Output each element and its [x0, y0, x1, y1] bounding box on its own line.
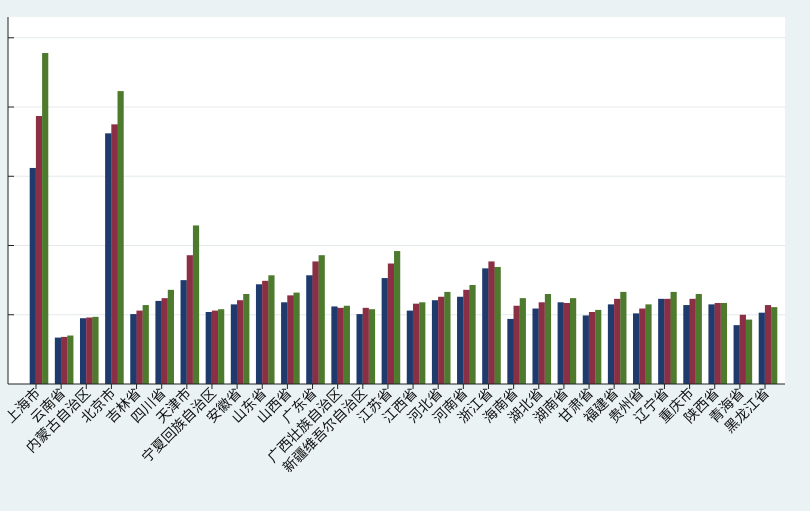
bar [507, 318, 514, 384]
bar [54, 337, 62, 384]
bar [708, 304, 715, 384]
bar [243, 293, 250, 384]
bar [563, 302, 570, 384]
bar [161, 298, 168, 384]
bar [488, 261, 495, 384]
bar [739, 314, 746, 384]
bar [444, 291, 451, 384]
bar [494, 266, 501, 384]
bar [155, 300, 162, 384]
bar [519, 298, 526, 384]
bar [745, 319, 753, 384]
bar [362, 307, 369, 384]
bar [431, 300, 439, 384]
bar [35, 116, 43, 384]
bar [733, 325, 740, 384]
bar [136, 310, 143, 384]
bar [482, 268, 489, 384]
bar [281, 302, 288, 384]
bar [664, 298, 671, 384]
bar [569, 298, 577, 384]
bar [469, 284, 476, 384]
bar [356, 314, 363, 384]
bar [532, 308, 539, 384]
bar [633, 313, 640, 384]
bar [42, 53, 49, 385]
bar [105, 133, 112, 384]
bar [538, 302, 545, 384]
bar [343, 305, 350, 384]
bar [689, 298, 696, 384]
bar [167, 289, 174, 384]
bar [337, 307, 344, 384]
bar [438, 296, 445, 384]
bar [61, 336, 68, 384]
bar [588, 311, 596, 384]
bar [130, 314, 137, 384]
bar [255, 284, 263, 384]
bar [111, 124, 118, 384]
bar [237, 300, 244, 384]
bar [293, 292, 300, 384]
bar [268, 275, 275, 384]
bar [463, 289, 470, 384]
bar [142, 305, 149, 384]
bar [218, 309, 225, 384]
bar [406, 310, 413, 384]
bar [695, 293, 702, 384]
bar [714, 302, 721, 384]
bar [720, 302, 728, 384]
bar [287, 295, 294, 384]
bar [614, 298, 621, 384]
bars [29, 53, 778, 385]
bar [230, 304, 238, 384]
bar [92, 316, 99, 384]
bar [180, 280, 187, 384]
bar [117, 91, 124, 384]
bar [582, 315, 589, 384]
bar [513, 305, 520, 384]
bar [557, 302, 564, 384]
bar [544, 293, 552, 384]
bar [262, 280, 269, 384]
bar [318, 255, 325, 384]
bar [394, 251, 401, 384]
bar [607, 304, 615, 384]
bar [683, 305, 690, 384]
bar [312, 261, 319, 384]
bar [331, 306, 338, 384]
bar [658, 298, 665, 384]
bar [79, 318, 87, 384]
bar [639, 308, 646, 384]
bar [457, 296, 464, 384]
bar [758, 312, 765, 384]
bar [387, 263, 395, 384]
bar [86, 317, 93, 384]
bar [368, 309, 376, 384]
bar [771, 307, 778, 384]
bar [306, 275, 313, 384]
bar [620, 291, 627, 384]
bar [412, 303, 420, 384]
bar [186, 255, 193, 384]
bar [192, 225, 200, 384]
bar [29, 167, 36, 384]
bar [645, 304, 652, 384]
axes [7, 17, 785, 389]
category-labels: 上海市云南省内蒙古自治区北京市吉林省四川省天津市宁夏回族自治区安徽省山东省山西省… [2, 385, 773, 476]
bar [419, 302, 426, 384]
bar [670, 291, 677, 384]
bar [67, 335, 74, 384]
bar [595, 309, 602, 384]
bar [205, 311, 212, 384]
bar [381, 278, 388, 384]
bar [764, 305, 772, 384]
bar [211, 310, 219, 384]
